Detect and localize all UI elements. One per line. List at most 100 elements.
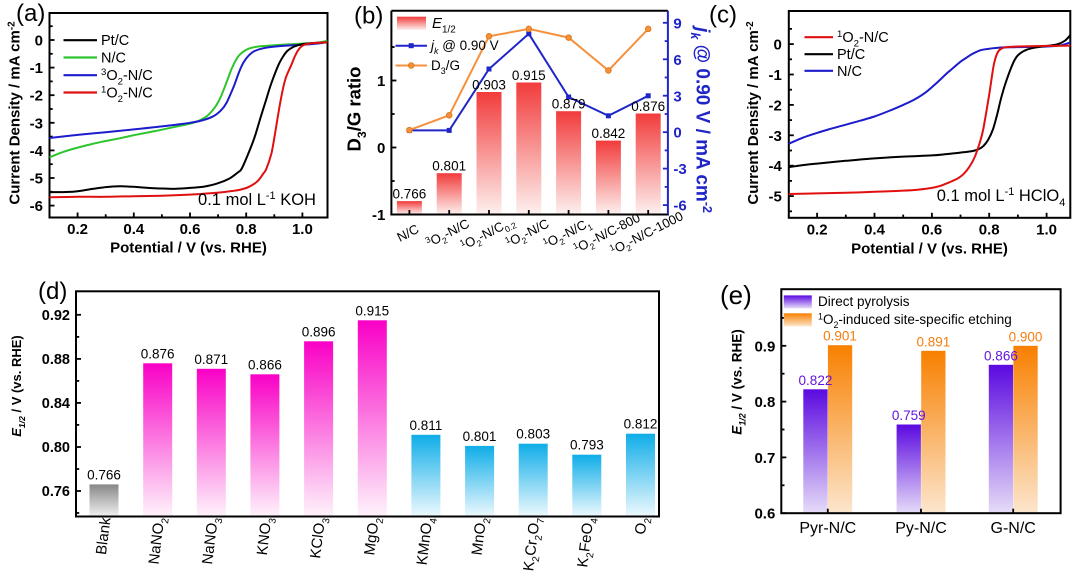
svg-text:0.891: 0.891 [916, 334, 950, 349]
svg-text:-5: -5 [768, 189, 781, 206]
svg-text:(e): (e) [720, 280, 752, 310]
svg-text:3O2-N/C: 3O2-N/C [101, 67, 153, 87]
svg-text:MnO2: MnO2 [469, 516, 494, 556]
svg-text:0.822: 0.822 [799, 373, 833, 388]
svg-text:K2FeO4: K2FeO4 [574, 516, 601, 569]
svg-text:6: 6 [673, 52, 681, 69]
svg-text:1O2-induced site-specific etch: 1O2-induced site-specific etching [818, 311, 1012, 330]
svg-text:1O2-N/C0.2: 1O2-N/C0.2 [458, 213, 519, 256]
svg-text:-3: -3 [768, 128, 781, 145]
svg-text:Potential / V (vs. RHE): Potential / V (vs. RHE) [851, 241, 1008, 258]
svg-text:-3: -3 [673, 161, 686, 178]
svg-text:-1: -1 [372, 207, 385, 224]
svg-text:N/C: N/C [101, 51, 126, 67]
svg-text:0.2: 0.2 [807, 221, 828, 238]
svg-text:Blank: Blank [93, 516, 115, 556]
svg-text:D3/G ratio: D3/G ratio [344, 67, 370, 152]
svg-text:0.766: 0.766 [393, 187, 427, 202]
svg-text:0.801: 0.801 [463, 429, 497, 444]
svg-text:D3/G: D3/G [431, 58, 460, 76]
svg-text:0.903: 0.903 [472, 78, 506, 93]
svg-text:O2: O2 [632, 516, 654, 536]
svg-text:0.80: 0.80 [42, 440, 70, 456]
svg-text:Pt/C: Pt/C [837, 47, 865, 63]
svg-text:-4: -4 [768, 158, 782, 175]
svg-text:-6: -6 [30, 198, 43, 215]
svg-text:3O2-N/C: 3O2-N/C [423, 215, 473, 252]
svg-text:0.4: 0.4 [864, 221, 886, 238]
svg-text:0.915: 0.915 [512, 68, 546, 83]
svg-text:0.8: 0.8 [236, 221, 257, 238]
svg-text:0.896: 0.896 [302, 324, 336, 339]
svg-text:1.0: 1.0 [292, 221, 313, 238]
svg-text:K2Cr2O7: K2Cr2O7 [520, 516, 547, 572]
svg-text:Potential / V (vs. RHE): Potential / V (vs. RHE) [110, 240, 267, 257]
svg-text:1O2-N/C: 1O2-N/C [101, 84, 153, 104]
svg-text:-3: -3 [30, 115, 43, 132]
svg-text:-6: -6 [673, 198, 686, 215]
svg-text:jk @ 0.90 V: jk @ 0.90 V [429, 38, 499, 56]
svg-text:-5: -5 [30, 171, 43, 188]
svg-text:9: 9 [673, 15, 681, 32]
svg-text:-2: -2 [768, 97, 781, 114]
svg-text:Py-N/C: Py-N/C [895, 520, 947, 537]
svg-text:(b): (b) [354, 3, 383, 30]
svg-text:0.876: 0.876 [141, 346, 175, 361]
svg-text:0.92: 0.92 [42, 308, 70, 324]
svg-text:0.812: 0.812 [624, 417, 658, 432]
svg-text:KMnO4: KMnO4 [414, 516, 440, 567]
svg-text:Pt/C: Pt/C [101, 33, 129, 49]
svg-text:(a): (a) [16, 0, 45, 27]
svg-text:0: 0 [377, 140, 385, 157]
svg-text:0.901: 0.901 [823, 329, 857, 344]
svg-text:0.801: 0.801 [432, 159, 466, 174]
svg-text:-4: -4 [30, 143, 44, 160]
svg-text:E1/2 / V (vs. RHE): E1/2 / V (vs. RHE) [9, 335, 27, 437]
svg-text:0.793: 0.793 [570, 438, 604, 453]
svg-text:0.2: 0.2 [67, 221, 88, 238]
svg-text:KClO3: KClO3 [307, 516, 332, 560]
svg-text:Current Density / mA cm-2: Current Density / mA cm-2 [6, 21, 23, 205]
svg-text:0.6: 0.6 [754, 506, 775, 523]
svg-text:0.8: 0.8 [979, 221, 1000, 238]
svg-text:0.76: 0.76 [42, 484, 70, 500]
svg-text:Direct pyrolysis: Direct pyrolysis [818, 294, 910, 309]
svg-text:N/C: N/C [837, 64, 862, 80]
svg-text:-1: -1 [768, 67, 781, 84]
svg-text:G-N/C: G-N/C [991, 520, 1036, 537]
svg-text:MgO2: MgO2 [361, 516, 386, 556]
svg-text:3: 3 [673, 88, 681, 105]
svg-text:0: 0 [673, 125, 681, 142]
svg-text:E1/2 / V (vs. RHE): E1/2 / V (vs. RHE) [730, 329, 748, 434]
svg-text:1.0: 1.0 [1036, 221, 1057, 238]
svg-text:(d): (d) [38, 278, 67, 305]
svg-text:NaNO2: NaNO2 [146, 516, 172, 565]
svg-text:0.1 mol L-1 HClO4: 0.1 mol L-1 HClO4 [937, 186, 1066, 209]
svg-text:0.7: 0.7 [754, 450, 775, 467]
svg-text:0.9: 0.9 [754, 338, 775, 355]
svg-text:0.803: 0.803 [516, 427, 550, 442]
svg-text:KNO3: KNO3 [254, 516, 279, 557]
svg-text:0.8: 0.8 [754, 394, 775, 411]
svg-text:0: 0 [35, 33, 43, 50]
svg-text:E1/2: E1/2 [432, 15, 456, 36]
svg-text:0: 0 [773, 37, 781, 54]
svg-text:0.871: 0.871 [194, 352, 228, 367]
svg-text:0.811: 0.811 [410, 418, 443, 433]
svg-text:0.84: 0.84 [42, 396, 70, 412]
svg-text:0.842: 0.842 [592, 126, 626, 141]
svg-text:0.879: 0.879 [552, 97, 586, 112]
svg-text:0.915: 0.915 [355, 303, 389, 318]
svg-text:0.766: 0.766 [87, 467, 121, 482]
svg-text:Current Density / mA cm-2: Current Density / mA cm-2 [745, 21, 762, 205]
svg-text:0.759: 0.759 [892, 408, 926, 423]
svg-text:0.6: 0.6 [180, 221, 201, 238]
svg-text:1: 1 [377, 73, 385, 90]
svg-text:0.88: 0.88 [42, 352, 70, 368]
svg-text:0.866: 0.866 [984, 348, 1018, 363]
svg-text:0.900: 0.900 [1009, 329, 1043, 344]
svg-text:-1: -1 [30, 60, 43, 77]
svg-text:(c): (c) [709, 2, 737, 29]
svg-text:0.866: 0.866 [248, 357, 282, 372]
svg-text:Pyr-N/C: Pyr-N/C [799, 520, 856, 537]
